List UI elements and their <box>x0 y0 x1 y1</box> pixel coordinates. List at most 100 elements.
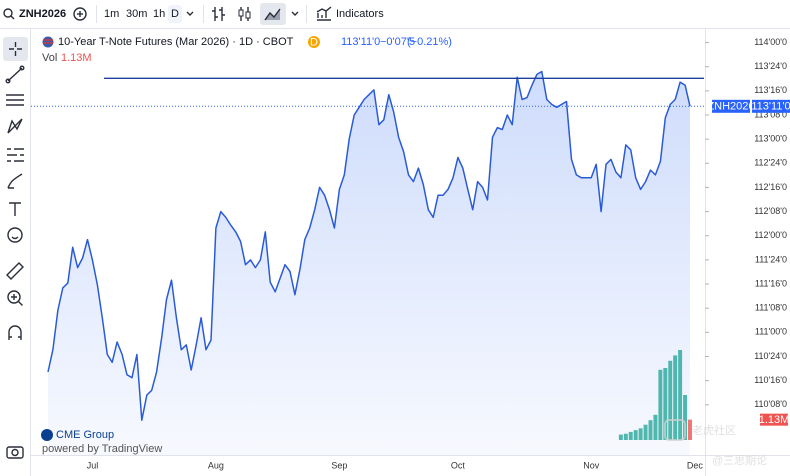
x-tick-label: Dec <box>687 460 704 470</box>
screenshot-tool[interactable] <box>6 446 24 459</box>
legend-last: 113'11'0 <box>341 36 380 48</box>
ruler-tool[interactable] <box>6 262 24 280</box>
x-tick-label: Aug <box>208 460 224 470</box>
branding: CME Group powered by TradingView <box>41 429 162 455</box>
zoom-tool[interactable] <box>7 290 21 304</box>
y-tick-label: 110'16'0 <box>754 375 787 385</box>
legend: 10-Year T-Note Futures (Mar 2026) · 1D ·… <box>42 36 452 64</box>
text-tool[interactable] <box>9 202 21 216</box>
cme-logo-text: CME Group <box>56 429 114 441</box>
area-style-active-bg <box>260 3 286 25</box>
area-fill <box>48 71 690 455</box>
volume-bar <box>673 355 678 440</box>
drawing-toolbar <box>3 37 28 459</box>
interval[interactable]: 1h <box>153 8 165 20</box>
watermark-handle: @三思期论 <box>712 453 767 467</box>
volume-bar <box>648 420 653 440</box>
crosshair-tool[interactable] <box>9 42 22 56</box>
y-tick-label: 112'16'0 <box>754 182 787 192</box>
y-tick-label: 111'16'0 <box>755 278 787 288</box>
y-tick-label: 111'00'0 <box>755 327 787 337</box>
forecast-tool[interactable] <box>7 148 24 162</box>
volume-bar <box>653 414 658 440</box>
flag-icon <box>43 39 53 44</box>
candle-icon <box>238 9 244 17</box>
watermark: 老虎社区 @三思期论 <box>664 419 767 467</box>
y-tick-label: 114'00'0 <box>754 37 787 47</box>
legend-title: 10-Year T-Note Futures (Mar 2026) · 1D ·… <box>58 36 294 48</box>
plot-area <box>31 70 705 455</box>
volume-bar <box>658 369 663 440</box>
volume-bar <box>638 428 643 440</box>
indicators-icon[interactable] <box>316 6 332 21</box>
badge-label: D <box>310 36 318 48</box>
add-symbol[interactable] <box>73 7 87 21</box>
indicators-button[interactable]: Indicators <box>336 8 384 20</box>
top-toolbar: ZNH2026 1m 30m 1h D Indicators <box>3 3 384 25</box>
volume-bar <box>668 360 673 440</box>
y-tick-label: 112'24'0 <box>754 158 787 168</box>
flag-icon <box>42 36 54 48</box>
powered-by: powered by TradingView <box>42 443 162 455</box>
magnet-tool[interactable] <box>8 325 22 340</box>
price-tag-bg <box>712 99 750 113</box>
pattern-tool[interactable] <box>7 118 23 134</box>
y-tick-label: 112'08'0 <box>754 206 787 216</box>
screenshot-tool <box>11 448 19 457</box>
price-tag-bg <box>752 99 790 113</box>
interval[interactable]: D <box>171 8 179 20</box>
brush-tool[interactable] <box>7 173 23 189</box>
legend-change-pct: (−0.21%) <box>407 36 452 48</box>
vol-value: 1.13M <box>61 52 92 64</box>
x-tick-label: Nov <box>583 460 600 470</box>
symbol[interactable]: ZNH2026 <box>19 8 66 20</box>
watermark-icon <box>664 419 686 441</box>
watermark-text: 老虎社区 <box>692 423 736 437</box>
legend-change: −0'07'5 <box>380 36 415 48</box>
tool-active-bg <box>3 37 28 61</box>
volume-bar <box>683 395 688 440</box>
emoji-tool[interactable] <box>7 227 23 243</box>
trendline-tool <box>5 78 11 84</box>
y-tick-label: 111'08'0 <box>755 303 787 313</box>
y-tick-label: 111'24'0 <box>755 254 787 264</box>
price-tag-symbol: ZNH2026 <box>707 101 754 113</box>
trendline-tool <box>19 65 25 71</box>
volume-bar <box>643 424 648 440</box>
volume-bar <box>688 419 692 440</box>
interval[interactable]: 30m <box>126 8 147 20</box>
x-tick-label: Oct <box>451 460 466 470</box>
area-icon[interactable] <box>265 9 280 20</box>
interval-menu[interactable] <box>186 11 194 16</box>
zoom-tool <box>11 294 23 306</box>
fib-tool[interactable] <box>6 94 24 106</box>
y-tick-label: 113'00'0 <box>754 134 787 144</box>
x-tick-label: Jul <box>87 460 99 470</box>
y-tick-label: 110'08'0 <box>754 399 787 409</box>
emoji-tool <box>11 236 19 240</box>
price-tag-value: 113'11'0 <box>751 101 790 113</box>
area-icon <box>264 8 281 21</box>
volume-bar <box>618 434 623 440</box>
badge <box>308 36 320 48</box>
style-menu[interactable] <box>291 11 299 16</box>
volume-bar <box>623 433 628 440</box>
interval[interactable]: 1m <box>104 8 119 20</box>
y-tick-label: 112'00'0 <box>754 230 787 240</box>
bar-style-icon[interactable] <box>212 7 225 21</box>
x-tick-label: Sep <box>331 460 347 470</box>
volume-bar <box>633 430 638 440</box>
trendline-tool[interactable] <box>7 67 23 82</box>
volume-tag-value: 1.13M <box>759 414 790 426</box>
price-line <box>47 70 691 421</box>
search-icon-handle <box>10 15 15 20</box>
search-icon[interactable] <box>3 8 13 18</box>
y-tick-label: 110'24'0 <box>754 351 787 361</box>
volume-bar <box>663 368 668 440</box>
vol-label: Vol <box>42 52 57 64</box>
volume-bar <box>628 431 633 440</box>
cme-logo <box>41 429 53 441</box>
y-tick-label: 113'08'0 <box>754 109 787 119</box>
